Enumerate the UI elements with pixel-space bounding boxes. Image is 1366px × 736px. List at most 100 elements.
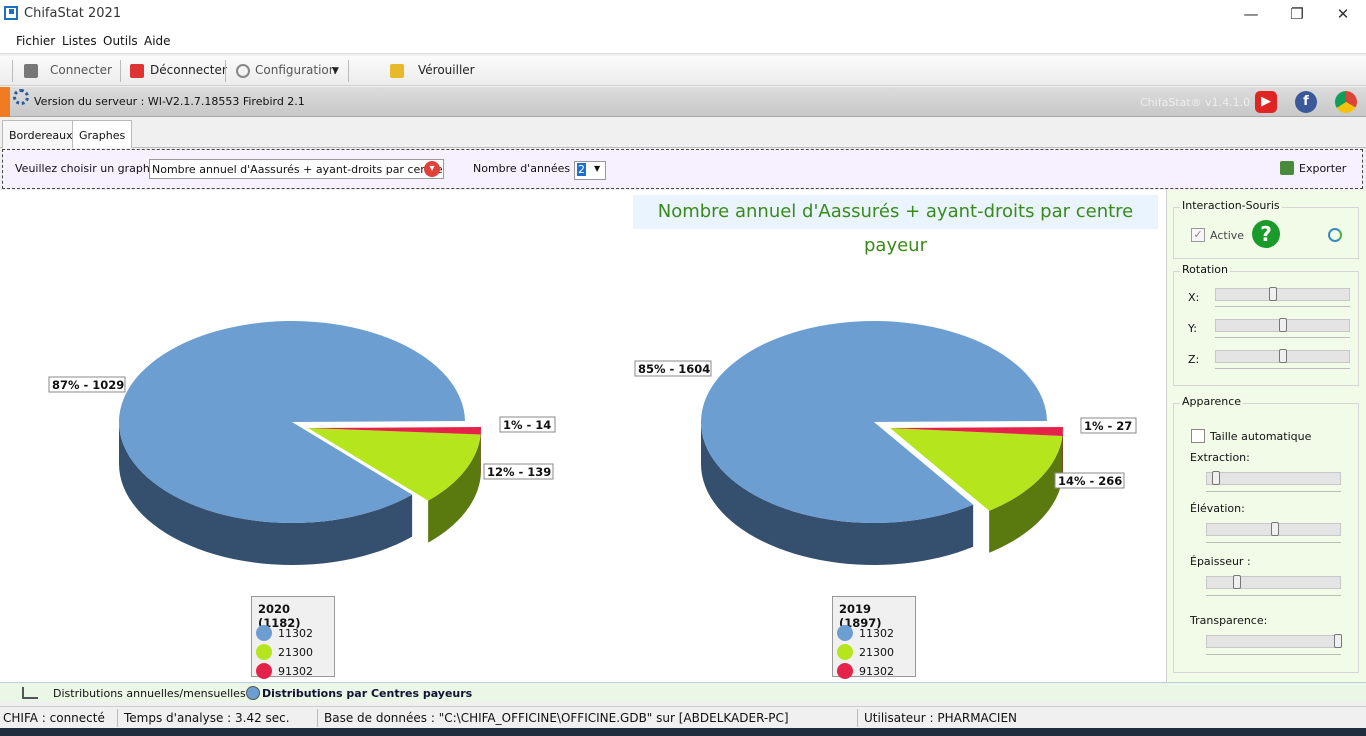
- lock-icon: [390, 64, 404, 78]
- tab-bordereaux[interactable]: Bordereaux: [2, 120, 80, 148]
- menu-fichier[interactable]: Fichier: [16, 34, 56, 48]
- slider-thumb[interactable]: [1269, 287, 1277, 301]
- pie-slice-icon: [256, 625, 272, 641]
- bottom-tabs: Distributions annuelles/mensuelles Distr…: [0, 682, 1366, 702]
- slider-baseline: [1206, 595, 1341, 596]
- thickness-slider[interactable]: [1206, 575, 1341, 589]
- years-select[interactable]: 2 ▼: [574, 161, 606, 180]
- data-label-box: [483, 463, 554, 480]
- slider-thumb[interactable]: [1334, 634, 1342, 648]
- connect-button[interactable]: Connecter: [50, 63, 112, 77]
- menu-listes[interactable]: Listes: [62, 34, 97, 48]
- slider-thumb[interactable]: [1271, 522, 1279, 536]
- server-info-bar: Version du serveur : WI-V2.1.7.18553 Fir…: [0, 87, 1366, 117]
- rotation-x-label: X:: [1188, 291, 1200, 304]
- tab-distributions-centres[interactable]: Distributions par Centres payeurs: [262, 687, 473, 700]
- thickness-label: Épaisseur :: [1190, 555, 1251, 568]
- chart-title: Nombre annuel d'Aassurés + ayant-droits …: [633, 195, 1158, 256]
- rotation-x-slider[interactable]: [1215, 287, 1350, 301]
- transparency-slider[interactable]: [1206, 634, 1342, 648]
- legend-item: 91302: [278, 665, 313, 678]
- extraction-slider[interactable]: [1206, 471, 1341, 485]
- rotation-z-label: Z:: [1188, 353, 1200, 366]
- rotation-y-slider[interactable]: [1215, 318, 1350, 332]
- data-label-box: [1054, 472, 1125, 489]
- legend-2020: 2020 (1182) 11302 21300 91302: [251, 596, 335, 679]
- legend-item: 11302: [859, 627, 894, 640]
- status-divider: [317, 709, 318, 727]
- group-title: Rotation: [1180, 263, 1231, 276]
- slider-baseline: [1215, 368, 1350, 369]
- maximize-button[interactable]: ❐: [1290, 5, 1304, 23]
- rotation-y-label: Y:: [1188, 322, 1197, 335]
- refresh-icon[interactable]: [1328, 228, 1342, 242]
- toolbar-divider: [12, 60, 13, 82]
- help-icon[interactable]: ?: [1252, 220, 1280, 248]
- tab-distributions-annuelles[interactable]: Distributions annuelles/mensuelles: [53, 687, 246, 700]
- chevron-down-icon: ▼: [594, 164, 601, 173]
- menu-bar: Fichier Listes Outils Aide: [0, 30, 1366, 54]
- gear-icon: [236, 64, 250, 78]
- slider-thumb[interactable]: [1233, 575, 1241, 589]
- slider-baseline: [1215, 337, 1350, 338]
- elevation-label: Élévation:: [1190, 502, 1245, 515]
- tab-graphes[interactable]: Graphes: [72, 120, 133, 148]
- facebook-icon[interactable]: f: [1295, 91, 1317, 113]
- menu-aide[interactable]: Aide: [144, 34, 171, 48]
- youtube-icon[interactable]: ▶: [1255, 91, 1277, 113]
- data-label: 12% - 139: [487, 465, 551, 479]
- pie-slice-side: [989, 436, 1063, 553]
- chart-area: Nombre annuel d'Aassurés + ayant-droits …: [0, 190, 1166, 682]
- pie-slice-icon: [837, 644, 853, 660]
- status-analysis-time: Temps d'analyse : 3.42 sec.: [124, 711, 290, 725]
- slider-thumb[interactable]: [1279, 318, 1287, 332]
- data-label: 1% - 14: [503, 418, 551, 432]
- slider-thumb[interactable]: [1212, 471, 1220, 485]
- legend-item: 11302: [278, 627, 313, 640]
- autosize-checkbox[interactable]: [1191, 429, 1205, 443]
- status-divider: [857, 709, 858, 727]
- configuration-button[interactable]: Configuration: [255, 63, 337, 77]
- pie-slice-icon: [256, 663, 272, 679]
- years-label: Nombre d'années :: [473, 162, 578, 175]
- pie-slice-21300: [890, 428, 1063, 511]
- slider-baseline: [1206, 542, 1341, 543]
- legend-title: 2019 (1897): [839, 602, 882, 630]
- data-label-box: [1080, 417, 1137, 434]
- legend-item: 21300: [278, 646, 313, 659]
- slider-baseline: [1206, 654, 1341, 655]
- transparency-label: Transparence:: [1190, 614, 1268, 627]
- graph-select[interactable]: Nombre annuel d'Aassurés + ayant-droits …: [149, 159, 444, 179]
- status-user: Utilisateur : PHARMACIEN: [864, 711, 1018, 725]
- lock-button[interactable]: Vérouiller: [418, 63, 475, 77]
- toolbar-divider: [348, 60, 349, 82]
- pie-slice-icon: [837, 625, 853, 641]
- disconnect-button[interactable]: Déconnecter: [150, 63, 227, 77]
- data-label-box: [48, 376, 126, 393]
- menu-outils[interactable]: Outils: [103, 34, 138, 48]
- legend-item: 21300: [859, 646, 894, 659]
- elevation-slider[interactable]: [1206, 522, 1341, 536]
- active-checkbox[interactable]: ✓: [1191, 228, 1205, 242]
- title-bar: ChifaStat 2021 — ❐ ✕: [0, 0, 1366, 30]
- slider-thumb[interactable]: [1279, 349, 1287, 363]
- status-database: Base de données : "C:\CHIFA_OFFICINE\OFF…: [324, 711, 789, 725]
- minimize-button[interactable]: —: [1243, 5, 1259, 23]
- data-label: 85% - 1604: [638, 362, 710, 376]
- pie-slice-91302: [890, 426, 1063, 437]
- main-tabs: Bordereaux Graphes: [0, 118, 1366, 148]
- settings-gear-icon: [13, 89, 29, 105]
- years-value: 2: [577, 163, 586, 176]
- legend-title: 2020 (1182): [258, 602, 301, 630]
- close-button[interactable]: ✕: [1336, 5, 1350, 23]
- export-button[interactable]: Exporter: [1299, 162, 1347, 175]
- rotation-z-slider[interactable]: [1215, 349, 1350, 363]
- accent-strip: [0, 87, 10, 117]
- chevron-down-icon[interactable]: ▼: [332, 66, 339, 76]
- choose-graph-label: Veuillez choisir un graphe: [15, 162, 157, 175]
- chrome-icon[interactable]: [1335, 91, 1357, 113]
- dropdown-icon[interactable]: ▾: [424, 161, 440, 177]
- legend-item: 91302: [859, 665, 894, 678]
- data-label: 1% - 27: [1084, 419, 1132, 433]
- pie-slice-21300: [308, 428, 481, 501]
